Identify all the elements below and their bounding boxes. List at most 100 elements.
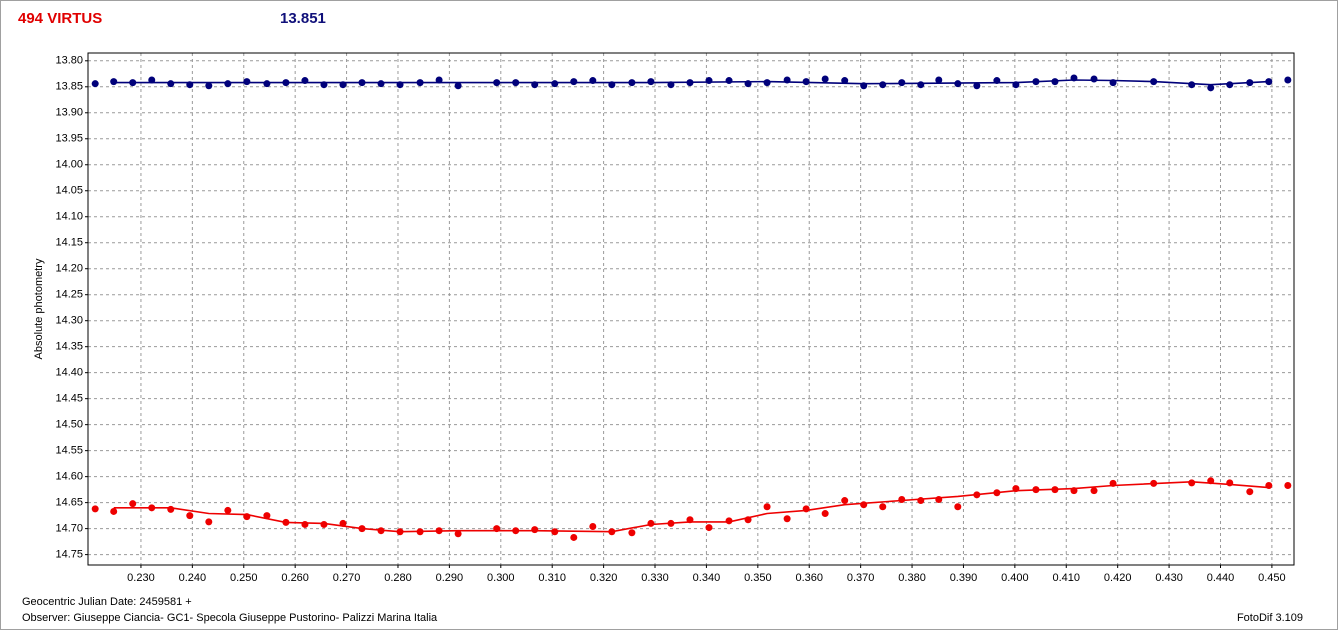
chart-subtitle: 13.851 [280,10,326,27]
data-point [898,79,906,87]
data-point [628,79,636,87]
data-point [551,528,559,536]
data-point [1150,479,1158,487]
data-point [1246,79,1254,87]
y-tick-label: 14.35 [55,341,83,353]
data-point [167,505,175,513]
data-point [1012,81,1020,89]
data-point [667,519,675,527]
data-point [783,515,791,523]
data-point [205,82,213,90]
y-tick-label: 13.85 [55,81,83,93]
chart-title: 494 VIRTUS [18,10,102,27]
data-point [1012,485,1020,493]
data-point [358,525,366,533]
x-tick-label: 0.230 [127,572,155,584]
data-point [608,528,616,536]
data-point [860,82,868,90]
data-point [110,507,118,515]
x-tick-label: 0.420 [1104,572,1132,584]
data-point [1226,81,1234,89]
data-point [1070,74,1078,82]
data-point [167,80,175,88]
data-point [493,525,501,533]
data-point [1051,486,1059,494]
x-tick-label: 0.450 [1258,572,1286,584]
data-point [935,76,943,84]
y-tick-label: 14.20 [55,263,83,275]
y-axis-label: Absolute photometry [33,258,45,359]
data-point [1265,481,1273,489]
data-point [1150,78,1158,86]
data-point [1188,479,1196,487]
data-point [686,516,694,524]
data-point [783,76,791,84]
data-point [954,80,962,88]
data-point [608,81,616,89]
plot-frame [87,52,1295,566]
y-tick-label: 13.90 [55,107,83,119]
data-point [1032,78,1040,86]
y-tick-label: 14.70 [55,523,83,535]
data-point [129,79,137,87]
y-tick-label: 14.25 [55,289,83,301]
data-point [435,527,443,535]
data-point [320,81,328,89]
data-point [628,529,636,537]
x-tick-label: 0.310 [538,572,566,584]
data-point [917,497,925,505]
data-point [1090,487,1098,495]
x-tick-label: 0.260 [281,572,309,584]
grid [85,53,1294,568]
x-tick-label: 0.440 [1207,572,1235,584]
data-point [396,528,404,536]
data-point [1051,78,1059,86]
y-tick-label: 14.55 [55,445,83,457]
data-point [993,489,1001,497]
y-tick-label: 14.30 [55,315,83,327]
observer-note: Observer: Giuseppe Ciancia- GC1- Specola… [22,612,438,624]
data-point [320,520,328,528]
x-tick-label: 0.400 [1001,572,1029,584]
data-point [91,80,99,88]
data-point [148,76,156,84]
data-point [841,77,849,85]
data-point [1070,487,1078,495]
data-point [744,516,752,524]
data-point [705,524,713,532]
x-tick-label: 0.290 [436,572,464,584]
data-point [973,82,981,90]
data-point [263,512,271,520]
data-point [493,79,501,87]
data-point [282,79,290,87]
data-point [763,79,771,87]
data-point [1284,481,1292,489]
x-tick-label: 0.390 [950,572,978,584]
data-point [841,497,849,505]
data-point [301,520,309,528]
data-point [1207,84,1215,92]
data-point [917,81,925,89]
data-point [186,512,194,520]
data-point [647,519,655,527]
data-point [1188,81,1196,89]
data-point [1090,75,1098,83]
data-point [802,505,810,513]
data-point [744,80,752,88]
data-point [339,519,347,527]
data-point [763,503,771,511]
data-point [512,527,520,535]
data-point [1109,79,1117,87]
data-point [879,81,887,89]
data-point [667,81,675,89]
x-tick-label: 0.280 [384,572,412,584]
data-point [377,527,385,535]
data-point [551,80,559,88]
data-point [1207,477,1215,485]
data-point [1226,479,1234,487]
x-tick-label: 0.270 [333,572,361,584]
data-point [1032,486,1040,494]
data-point [358,79,366,87]
data-point [396,81,404,89]
data-point [1246,488,1254,496]
